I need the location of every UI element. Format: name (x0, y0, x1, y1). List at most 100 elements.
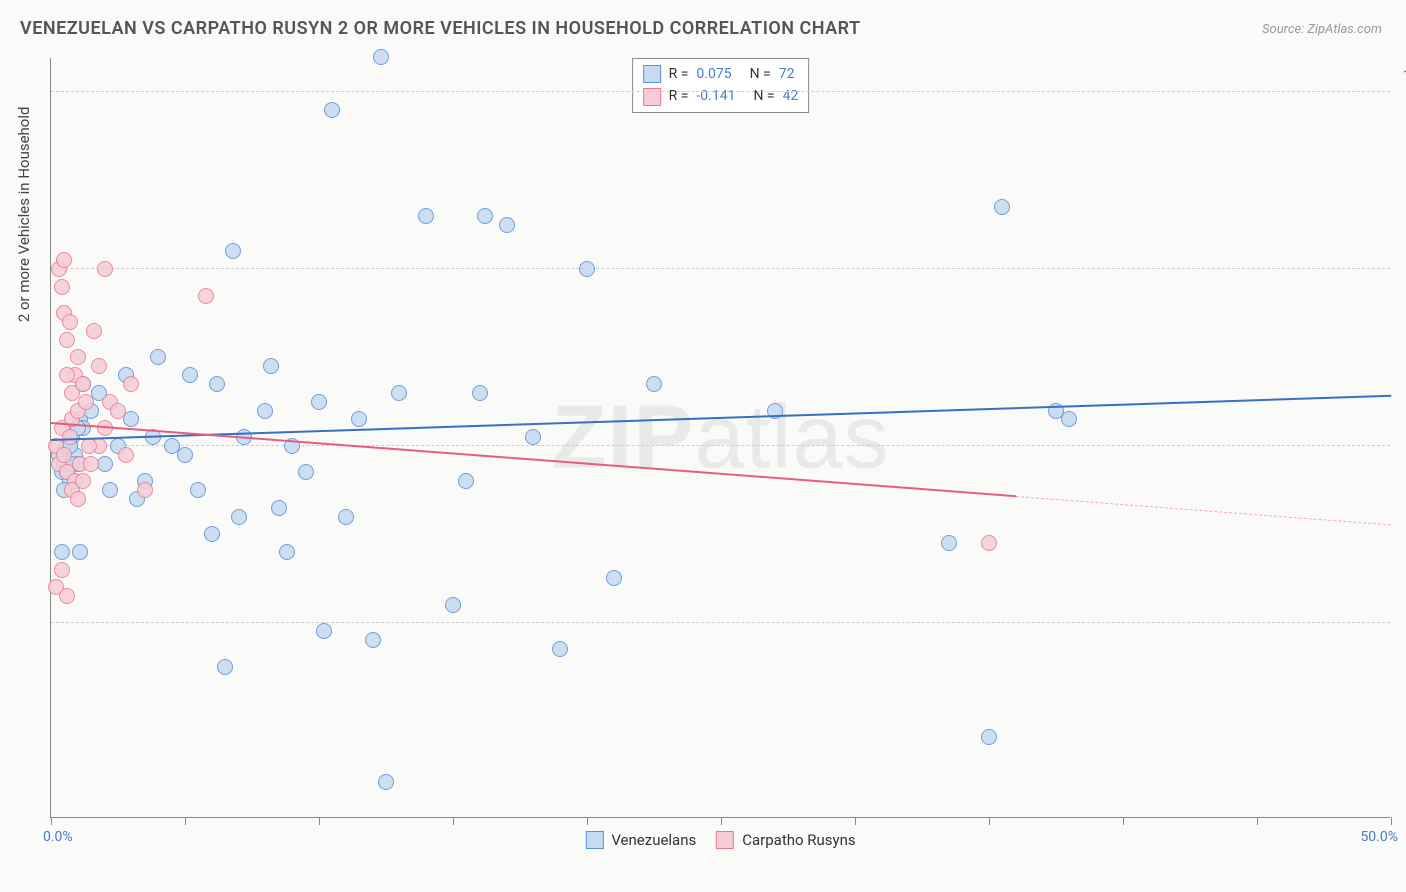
legend-series-name: Venezuelans (611, 831, 696, 849)
data-point (365, 632, 381, 648)
data-point (445, 597, 461, 613)
data-point (182, 367, 198, 383)
data-point (54, 544, 70, 560)
data-point (177, 447, 193, 463)
data-point (606, 570, 622, 586)
gridline (51, 91, 1390, 92)
data-point (271, 500, 287, 516)
data-point (150, 349, 166, 365)
series-legend: Venezuelans Carpatho Rusyns (585, 831, 855, 849)
data-point (204, 526, 220, 542)
x-tick (587, 817, 588, 825)
data-point (123, 376, 139, 392)
x-tick (721, 817, 722, 825)
data-point (941, 535, 957, 551)
legend-n-label: N = (753, 85, 774, 107)
data-point (316, 623, 332, 639)
legend-item: Carpatho Rusyns (716, 831, 855, 849)
data-point (1061, 411, 1077, 427)
data-point (477, 208, 493, 224)
data-point (81, 438, 97, 454)
data-point (78, 394, 94, 410)
data-point (75, 473, 91, 489)
legend-n-value: 42 (783, 85, 799, 107)
data-point (91, 358, 107, 374)
data-point (391, 385, 407, 401)
data-point (311, 394, 327, 410)
data-point (579, 261, 595, 277)
data-point (378, 774, 394, 790)
legend-swatch (585, 831, 603, 849)
y-tick-label: 100.0% (1403, 68, 1406, 84)
data-point (190, 482, 206, 498)
x-axis-min-label: 0.0% (43, 829, 73, 845)
legend-swatch (716, 831, 734, 849)
data-point (62, 429, 78, 445)
data-point (54, 279, 70, 295)
legend-n-value: 72 (779, 63, 795, 85)
correlation-legend: R = 0.075N = 72R = -0.141 N = 42 (632, 58, 810, 113)
legend-row: R = 0.075N = 72 (643, 63, 799, 85)
legend-r-value: -0.141 (696, 85, 735, 107)
chart-title: VENEZUELAN VS CARPATHO RUSYN 2 OR MORE V… (20, 18, 861, 39)
x-tick (185, 817, 186, 825)
data-point (324, 102, 340, 118)
data-point (56, 447, 72, 463)
data-point (118, 447, 134, 463)
data-point (123, 411, 139, 427)
data-point (351, 411, 367, 427)
x-tick (1391, 817, 1392, 825)
data-point (472, 385, 488, 401)
data-point (257, 403, 273, 419)
data-point (70, 491, 86, 507)
x-axis-max-label: 50.0% (1360, 829, 1398, 845)
data-point (298, 464, 314, 480)
data-point (70, 349, 86, 365)
watermark-suffix: atlas (694, 387, 889, 487)
data-point (263, 358, 279, 374)
x-tick (51, 817, 52, 825)
x-tick (1257, 817, 1258, 825)
y-axis-title: 2 or more Vehicles in Household (15, 107, 33, 323)
legend-r-label: R = (669, 85, 689, 107)
data-point (59, 588, 75, 604)
data-point (338, 509, 354, 525)
data-point (525, 429, 541, 445)
gridline (51, 268, 1390, 269)
trend-line (51, 395, 1391, 441)
plot-area: ZIPatlas R = 0.075N = 72R = -0.141 N = 42… (50, 58, 1390, 818)
source-attribution: Source: ZipAtlas.com (1262, 22, 1382, 37)
legend-swatch (643, 65, 661, 83)
data-point (225, 243, 241, 259)
data-point (72, 544, 88, 560)
x-tick (1123, 817, 1124, 825)
gridline (51, 622, 1390, 623)
legend-series-name: Carpatho Rusyns (742, 831, 855, 849)
x-tick (855, 817, 856, 825)
legend-r-value: 0.075 (696, 63, 731, 85)
x-tick (319, 817, 320, 825)
data-point (209, 376, 225, 392)
gridline (51, 445, 1390, 446)
data-point (458, 473, 474, 489)
data-point (102, 482, 118, 498)
data-point (59, 332, 75, 348)
x-tick (453, 817, 454, 825)
data-point (552, 641, 568, 657)
legend-swatch (643, 88, 661, 106)
data-point (279, 544, 295, 560)
data-point (86, 323, 102, 339)
data-point (981, 535, 997, 551)
data-point (97, 261, 113, 277)
legend-r-label: R = (669, 63, 689, 85)
data-point (418, 208, 434, 224)
chart-container: VENEZUELAN VS CARPATHO RUSYN 2 OR MORE V… (0, 0, 1406, 892)
data-point (994, 199, 1010, 215)
data-point (83, 456, 99, 472)
data-point (217, 659, 233, 675)
data-point (59, 367, 75, 383)
data-point (198, 288, 214, 304)
data-point (75, 376, 91, 392)
watermark-prefix: ZIP (551, 387, 694, 487)
data-point (56, 252, 72, 268)
